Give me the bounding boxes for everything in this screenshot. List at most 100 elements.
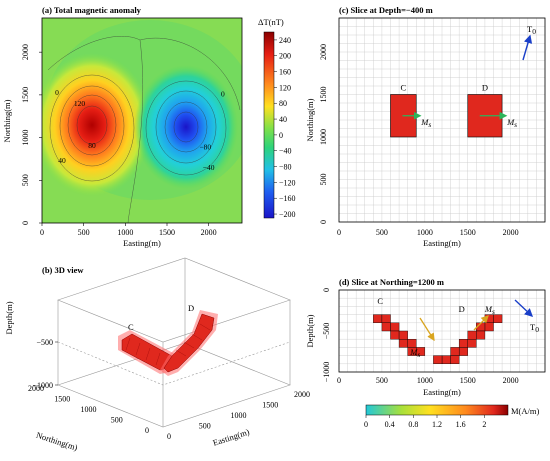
x-tick-label: 2000	[503, 376, 519, 385]
panel-b-easting-ticks: 0 500 1000 1500 2000	[167, 390, 310, 441]
y-tick-label: 1500	[319, 87, 328, 103]
colorbar-m	[365, 404, 509, 416]
easting-tick-label: 1000	[231, 411, 247, 420]
panel-c-x-label: Easting(m)	[423, 238, 461, 248]
panel-d-body-cells	[373, 314, 503, 365]
panel-b-northing-label: Northing(m)	[35, 430, 79, 453]
panel-a-title: (a) Total magnetic anomaly	[42, 5, 142, 15]
panel-d-x-ticks: 0 500 1000 1500 2000	[337, 376, 519, 385]
x-tick-label: 1000	[117, 228, 133, 237]
colorbar-t-ticks: 240 200 160 120 80 40 0 −40 −80 −120 −160 −200	[274, 36, 296, 219]
colorbar-tick-label: 40	[279, 115, 287, 124]
body-cell	[381, 322, 391, 332]
contour-lines	[47, 36, 241, 223]
panel-b-z-ticks: −500 −1000	[32, 338, 58, 390]
body-label-c: C	[377, 296, 383, 306]
anomaly-map	[42, 18, 242, 223]
y-tick-label: 1500	[21, 87, 30, 103]
x-tick-label: 500	[376, 376, 388, 385]
body-cell	[373, 314, 383, 324]
panel-b-3d-view: (b) 3D view C D −500 −1000 Depth(m) 0 500 1…	[4, 257, 310, 453]
x-tick-label: 0	[40, 228, 44, 237]
body-cell	[433, 355, 443, 365]
negative-anomaly	[134, 65, 238, 189]
panel-b-easting-label: Easting(m)	[212, 427, 251, 448]
panel-d-frame	[338, 289, 546, 373]
z-tick-label: −500	[36, 338, 53, 347]
y-tick-label: 0	[319, 220, 328, 224]
body-label-d: D	[459, 304, 465, 314]
panel-c-frame	[338, 17, 546, 223]
magnetization-arrow-d	[473, 315, 489, 331]
colorbar-tick-label: −200	[279, 210, 296, 219]
y-tick-label: 1000	[319, 129, 328, 145]
colorbar-tick-label: −80	[279, 163, 292, 172]
panel-a-x-ticks: 0 500 1000 1500 2000	[40, 223, 217, 237]
x-tick-label: 1500	[460, 228, 476, 237]
body-cell	[398, 339, 408, 348]
body-cell	[458, 339, 468, 348]
panel-a-x-label: Easting(m)	[123, 238, 161, 248]
y-tick-label: 0	[322, 288, 331, 292]
magnetization-label: Ms	[409, 347, 420, 359]
body-cell	[467, 339, 477, 348]
y-tick-label: −500	[322, 323, 331, 340]
magnetization-label: Ms	[484, 304, 495, 316]
body-d-magnetization-label: Ms	[506, 117, 517, 129]
panel-d-labels: C D Ms Ms	[377, 296, 495, 359]
colorbar-m-ticks: 0 0.4 0.8 1.2 1.6 2	[364, 415, 486, 429]
colorbar-tick-label: 240	[279, 36, 291, 45]
body-cell	[450, 347, 460, 356]
y-tick-label: 2000	[21, 44, 30, 60]
voxel-body-d	[163, 313, 215, 373]
positive-anomaly	[42, 53, 152, 197]
y-tick-label: 2000	[319, 44, 328, 60]
body-c-label: C	[401, 83, 407, 93]
colorbar-m-tick-label: 1.6	[456, 420, 466, 429]
contour-label: 120	[74, 99, 86, 108]
panel-c-bodies: C Ms D Ms	[390, 83, 517, 138]
colorbar-tick-label: −120	[279, 178, 296, 187]
contour-labels: 0 120 80 40 0 −80 −40	[55, 88, 225, 172]
contour-label: −40	[203, 163, 215, 172]
colorbar-tick-label: 0	[279, 131, 283, 140]
panel-c-y-label: Northing(m)	[305, 98, 315, 141]
panel-a-total-magnetic-anomaly: (a) Total magnetic anomaly 0 120 80 40 0 −80 −…	[2, 5, 296, 248]
panel-c-depth-slice: (c) Slice at Depth=−400 m C Ms D Ms 0 500 100…	[305, 5, 546, 248]
easting-tick-label: 1500	[262, 401, 278, 410]
3d-box	[57, 257, 291, 428]
z-tick-label: −1000	[32, 381, 53, 390]
colorbar-m-tick-label: 1.2	[432, 420, 442, 429]
body-cell	[458, 347, 468, 356]
colorbar-m-tick-label: 2	[482, 420, 486, 429]
field-direction-arrow-d	[514, 299, 534, 317]
field-label-d: T0	[530, 322, 539, 334]
colorbar-m-tick-label: 0.4	[385, 420, 395, 429]
x-tick-label: 1000	[417, 376, 433, 385]
panel-a-y-ticks: 0 500 1000 1500 2000	[21, 44, 42, 225]
magnetization-arrow-c	[419, 317, 435, 342]
panel-b-northing-ticks: 0 500 1000 1500 2000	[28, 384, 149, 435]
x-tick-label: 0	[337, 376, 341, 385]
body-cell	[416, 347, 426, 356]
colorbar-m-tick-label: 0.8	[408, 420, 418, 429]
easting-tick-label: 2000	[294, 390, 310, 399]
panel-d-northing-slice: (d) Slice at Northing=1200 m T0 C D Ms Ms 0…	[305, 277, 546, 397]
panel-d-x-label: Easting(m)	[423, 387, 461, 397]
y-tick-label: 0	[21, 221, 30, 225]
contour-label: 80	[88, 141, 96, 150]
northing-tick-label: 0	[145, 426, 149, 435]
panel-a-y-label: Northing(m)	[2, 99, 12, 142]
x-tick-label: 500	[376, 228, 388, 237]
body-cell	[381, 314, 391, 324]
colorbar-m-tick-label: 0	[364, 420, 368, 429]
x-tick-label: 1500	[159, 228, 175, 237]
body-cell	[441, 355, 451, 365]
colorbar-tick-label: −160	[279, 194, 296, 203]
body-cell	[390, 322, 400, 332]
colorbar-tick-label: −40	[279, 147, 292, 156]
y-tick-label: 1000	[21, 130, 30, 146]
colorbar-t	[263, 31, 275, 219]
colorbar-tick-label: 120	[279, 83, 291, 92]
